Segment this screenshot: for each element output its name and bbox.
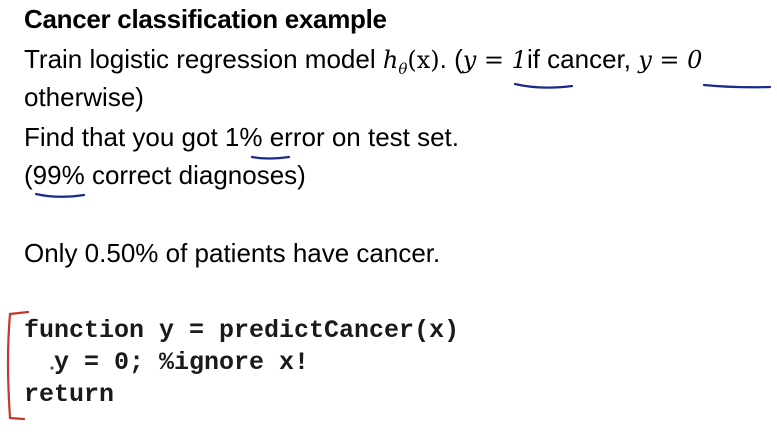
- slide-title: Cancer classification example: [24, 4, 387, 34]
- underline-y-equals-0: [702, 83, 772, 89]
- line-error-rate: Find that you got 1% error on test set.: [24, 122, 460, 152]
- code-line-function: function y = predictCancer(x): [24, 316, 460, 345]
- error-value: 1%: [224, 122, 263, 152]
- if-cancer-text: if cancer,: [526, 44, 639, 74]
- paren-open-text: . (: [439, 44, 463, 74]
- line-patients-cancer: Only 0.50% of patients have cancer.: [24, 238, 441, 268]
- code-line-return: return: [24, 380, 115, 409]
- train-text: Train logistic regression model: [24, 44, 383, 74]
- y-equals-0: y = 0: [638, 46, 703, 74]
- hypothesis-symbol: hθ(x): [382, 46, 440, 78]
- underline-error-value: [250, 155, 291, 160]
- underline-y-equals-1: [513, 82, 574, 89]
- line-train-model: Train logistic regression model hθ(x). (…: [24, 44, 702, 78]
- y-equals-1: y = 1: [462, 46, 527, 74]
- line-correct-diagnoses: (99% correct diagnoses): [24, 160, 306, 190]
- accuracy-value: 99%: [32, 160, 85, 190]
- code-line-assign: y = 0; %ignore x!: [24, 348, 310, 377]
- underline-accuracy-value: [34, 192, 86, 198]
- line-otherwise: otherwise): [24, 82, 144, 112]
